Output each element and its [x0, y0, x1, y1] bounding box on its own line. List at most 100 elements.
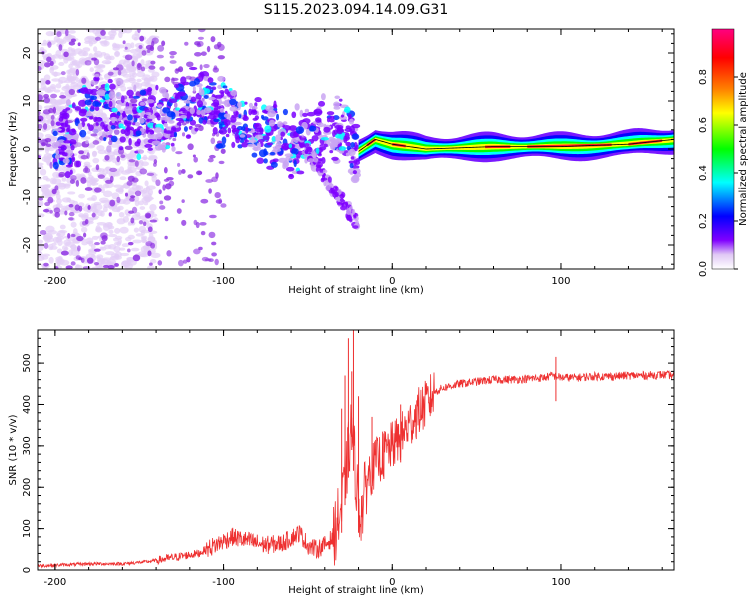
spectrogram-noise-blob	[81, 77, 87, 84]
spectrogram-signal-blob	[182, 81, 190, 86]
spectrogram-noise-blob	[95, 227, 103, 233]
spectrogram-noise-blob	[56, 31, 62, 38]
spectrogram-noise-blob	[192, 154, 196, 158]
spectrogram-noise-blob	[141, 50, 147, 56]
spectrogram-noise-blob	[155, 179, 161, 187]
spectrogram-signal-blob	[94, 117, 103, 122]
spectrogram-signal-blob	[245, 126, 249, 134]
spectrogram-signal-blob	[333, 101, 340, 108]
spectrogram-signal-blob	[346, 145, 352, 151]
spectrogram-signal-blob	[99, 99, 106, 103]
spectrogram-signal-blob	[277, 121, 283, 128]
spectrogram-noise-blob	[134, 160, 139, 167]
spectrogram-signal-blob	[251, 105, 258, 111]
spectrogram-noise-blob	[148, 65, 156, 70]
spectrogram-noise-blob	[42, 123, 48, 130]
spectrogram-noise-blob	[61, 197, 72, 203]
spectrogram-noise-blob	[91, 195, 97, 202]
spectrogram-noise-blob	[93, 248, 101, 252]
spectrogram-signal-blob	[55, 121, 62, 126]
snr-x-tick-label: -200	[44, 577, 67, 588]
spectrogram-noise-blob	[177, 162, 181, 167]
spectrogram-noise-blob	[67, 191, 76, 195]
spectrogram-noise-blob	[186, 256, 191, 263]
spectrogram-signal-blob	[174, 94, 179, 101]
snr-y-tick-label: 200	[22, 478, 33, 497]
spectrogram-noise-blob	[141, 236, 147, 244]
spectrogram-noise-blob	[61, 245, 68, 251]
spectrogram-signal-blob	[65, 107, 71, 111]
spectrogram-noise-blob	[124, 54, 133, 61]
spectrogram-noise-blob	[65, 265, 73, 269]
spectrogram-signal-blob	[220, 91, 225, 97]
spectrogram-signal-blob	[339, 197, 344, 203]
spectrogram-noise-blob	[70, 38, 77, 43]
snr-x-tick-label: 0	[389, 577, 395, 588]
spectrogram-noise-blob	[68, 41, 76, 46]
spectrogram-noise-blob	[97, 212, 103, 217]
spectrogram-signal-blob	[214, 94, 223, 99]
spectrogram-signal-blob	[262, 135, 270, 141]
spectrogram-signal-blob	[103, 137, 107, 142]
spectrogram-noise-blob	[156, 54, 164, 59]
spectrogram-noise-blob	[72, 228, 78, 235]
spectrogram-signal-blob	[231, 114, 239, 118]
spectrogram-noise-blob	[200, 230, 206, 236]
spectrogram-signal-blob	[278, 157, 287, 163]
spectrogram-signal-blob	[220, 101, 230, 105]
spectrogram-noise-blob	[184, 41, 189, 46]
spectrogram-signal-blob	[86, 112, 93, 117]
spectrogram-noise-blob	[38, 239, 44, 244]
spectrogram-noise-blob	[220, 203, 227, 208]
spectrogram-signal-blob	[192, 85, 196, 92]
spectrogram-noise-blob	[208, 188, 212, 194]
spectrogram-signal-blob	[328, 183, 333, 187]
spectrogram-signal-blob	[317, 122, 324, 128]
spectrogram-noise-blob	[208, 214, 217, 219]
spectrogram-noise-blob	[117, 237, 122, 245]
spectrogram-signal-blob	[352, 225, 359, 229]
spectrogram-noise-blob	[197, 171, 202, 175]
spectrogram-noise-blob	[38, 123, 43, 130]
spectrogram-noise-blob	[220, 148, 226, 154]
spectrogram-signal-blob	[263, 148, 268, 156]
spectrogram-noise-blob	[39, 168, 47, 176]
spectrogram-signal-blob	[164, 130, 173, 134]
spectrogram-signal-blob	[264, 125, 272, 133]
spectrogram-signal-blob	[299, 109, 304, 118]
snr-x-axis-label: Height of straight line (km)	[288, 585, 424, 596]
spectrogram-noise-blob	[122, 40, 126, 45]
spectrogram-noise-blob	[131, 60, 135, 67]
spectrogram-signal-blob	[93, 76, 100, 82]
spectrogram-signal-blob	[208, 96, 216, 101]
spectrogram-noise-blob	[44, 133, 52, 138]
spectrogram-signal-blob	[317, 152, 322, 157]
spectrogram-signal-blob	[157, 145, 163, 151]
spectrogram-signal-blob	[306, 111, 316, 117]
spectrogram-signal-blob	[196, 100, 204, 108]
spectrogram-noise-blob	[89, 67, 94, 73]
spectrogram-signal-blob	[230, 90, 238, 97]
spectrogram-signal-blob	[194, 127, 199, 132]
spectrogram-noise-blob	[59, 224, 66, 230]
spectrogram-noise-blob	[106, 258, 117, 266]
spectrogram-noise-blob	[46, 87, 52, 94]
spectrogram-noise-blob	[173, 102, 178, 109]
spectrogram-noise-blob	[119, 247, 126, 251]
spectrogram-noise-blob	[65, 83, 70, 91]
spectrogram-noise-blob	[187, 143, 194, 151]
spectrogram-signal-blob	[270, 161, 278, 168]
spectrogram-noise-blob	[43, 262, 49, 267]
spectrogram-signal-blob	[212, 127, 218, 135]
spectrogram-signal-blob	[69, 169, 73, 175]
spectrogram-signal-blob	[318, 164, 322, 169]
spectrogram-noise-blob	[146, 49, 151, 53]
spectrogram-signal-blob	[64, 152, 68, 157]
spectrogram-signal-blob	[285, 166, 295, 172]
spectrogram-noise-blob	[45, 80, 51, 85]
spectrogram-noise-blob	[122, 73, 132, 78]
spectrogram-noise-blob	[100, 51, 107, 56]
spectrogram-noise-blob	[39, 229, 47, 235]
spectrogram-noise-blob	[70, 60, 77, 66]
spectrogram-signal-blob	[219, 107, 225, 113]
